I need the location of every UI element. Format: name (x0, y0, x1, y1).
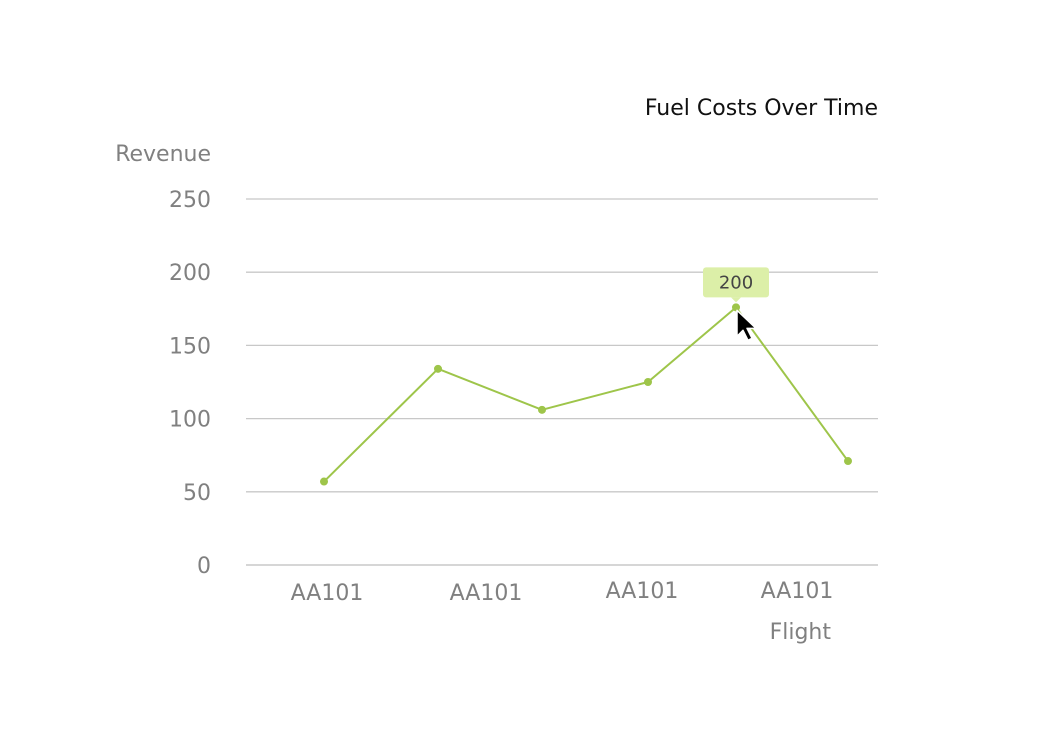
data-point[interactable] (538, 405, 546, 414)
mouse-pointer-icon (736, 309, 757, 342)
y-tick-label: 50 (183, 481, 211, 506)
series-line (323, 306, 849, 483)
x-tick-label: AA101 (606, 579, 679, 604)
data-point[interactable] (844, 457, 852, 466)
chart-title: Fuel Costs Over Time (645, 96, 878, 121)
y-tick-label: 0 (197, 554, 211, 579)
y-tick-label: 100 (169, 408, 211, 433)
data-point[interactable] (320, 477, 328, 486)
y-tick-label: 200 (169, 261, 211, 286)
mouse-pointer-icon (736, 309, 757, 342)
y-tick-label: 150 (169, 334, 211, 359)
data-point[interactable] (732, 303, 740, 312)
grid-lines (246, 198, 878, 566)
tooltip: 200 (703, 267, 769, 303)
tooltip-value: 200 (719, 272, 753, 293)
x-tick-label: AA101 (291, 581, 364, 606)
x-axis-label: Flight (770, 620, 832, 645)
tooltip-box (703, 267, 769, 298)
tooltip-pointer (731, 297, 741, 303)
series-layer (320, 303, 852, 486)
y-tick-label: 250 (169, 188, 211, 213)
y-axis-label: Revenue (115, 142, 211, 167)
data-point[interactable] (434, 364, 442, 373)
x-tick-label: AA101 (450, 581, 523, 606)
x-tick-label: AA101 (761, 579, 834, 604)
x-tick-labels: AA101 AA101 AA101 AA101 (291, 579, 834, 606)
y-tick-labels: 0 50 100 150 200 250 (169, 188, 211, 579)
data-point[interactable] (644, 378, 652, 386)
